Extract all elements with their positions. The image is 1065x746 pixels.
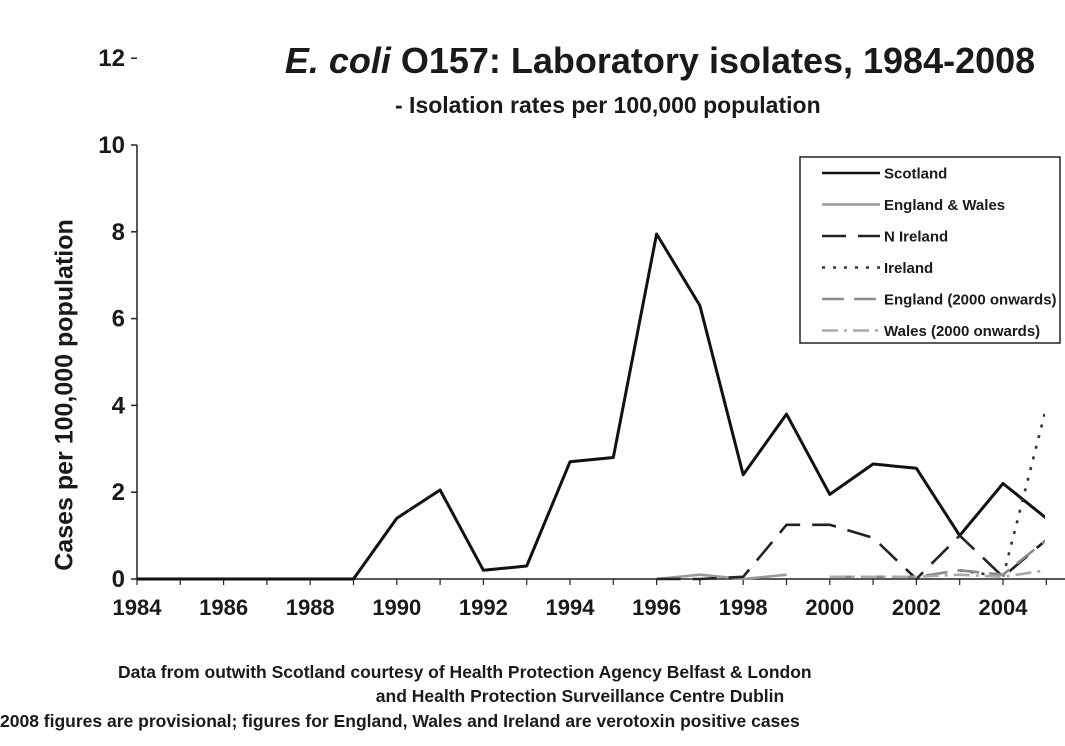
- legend-box: [799, 156, 1061, 344]
- y-tick-label: 0: [112, 566, 125, 593]
- x-tick-label: 1998: [719, 595, 768, 620]
- legend-label: Wales (2000 onwards): [884, 323, 1040, 340]
- series-group: [137, 232, 1045, 581]
- legend-label: England (2000 onwards): [884, 292, 1057, 309]
- x-tick-label: 2004: [979, 595, 1029, 620]
- legend-label: England & Wales: [884, 197, 1005, 214]
- x-tick-label: 1994: [546, 595, 596, 620]
- series-line-n-ireland: [656, 523, 1045, 581]
- series-line-wales-2000-onwards-: [829, 569, 1045, 579]
- legend-label: Scotland: [884, 166, 947, 183]
- chart-subtitle: - Isolation rates per 100,000 population: [395, 92, 821, 118]
- x-tick-label: 2002: [892, 595, 941, 620]
- x-tick-label: 1988: [286, 595, 335, 620]
- series-line-england-2000-onwards-: [829, 539, 1045, 579]
- y-tick-label: 4: [112, 392, 126, 419]
- x-tick-label: 1996: [632, 595, 681, 620]
- series-line-scotland: [137, 232, 1045, 581]
- y-tick-label: 8: [112, 219, 125, 246]
- legend-label: Ireland: [884, 260, 933, 277]
- footnote-source-cont: and Health Protection Surveillance Centr…: [375, 686, 785, 706]
- x-tick-label: 2000: [805, 595, 854, 620]
- series-line-england-wales: [656, 573, 787, 581]
- legend-label: N Ireland: [884, 229, 948, 246]
- y-tick-label: 2: [112, 479, 125, 506]
- chart-title-rest: O157: Laboratory isolates, 1984-2008: [390, 40, 1036, 81]
- chart-title: E. coli O157: Laboratory isolates, 1984-…: [0, 40, 1065, 82]
- x-tick-label: 1984: [113, 595, 163, 620]
- y-tick-label: 10: [98, 132, 125, 159]
- y-tick-label: 6: [112, 306, 125, 333]
- footnote-source: Data from outwith Scotland courtesy of H…: [118, 662, 812, 682]
- x-tick-label: 1990: [372, 595, 421, 620]
- chart-title-italic: E. coli: [284, 40, 391, 81]
- x-tick-label: 1986: [199, 595, 248, 620]
- y-tick-label: 12: [98, 45, 125, 72]
- footnote-provisional: 2008 figures are provisional; figures fo…: [0, 711, 800, 731]
- x-tick-label: 1992: [459, 595, 508, 620]
